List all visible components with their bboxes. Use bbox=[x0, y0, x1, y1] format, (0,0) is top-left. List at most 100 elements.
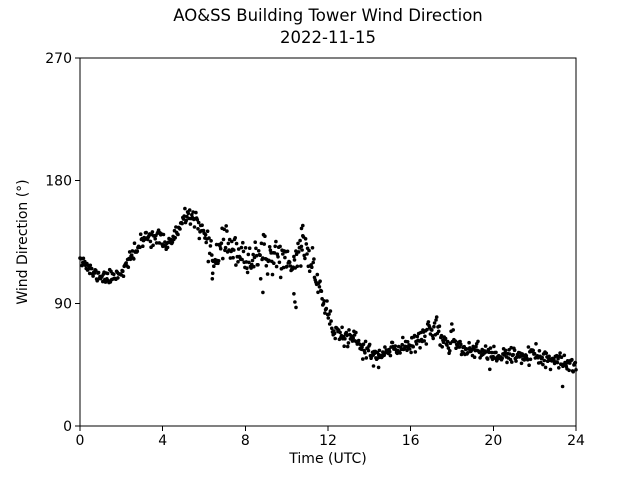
data-point bbox=[525, 358, 530, 362]
data-point bbox=[236, 247, 241, 251]
data-point bbox=[254, 253, 259, 258]
data-point bbox=[222, 227, 226, 232]
data-point bbox=[346, 341, 351, 345]
data-point bbox=[543, 365, 548, 370]
data-point bbox=[258, 253, 262, 257]
data-point bbox=[532, 351, 537, 356]
data-point bbox=[439, 333, 444, 338]
data-point bbox=[393, 344, 398, 348]
axes-layer: 0 4 8 12 16 20 24 0 90 180 270 bbox=[45, 51, 585, 449]
data-point bbox=[103, 280, 108, 284]
data-point bbox=[364, 356, 369, 360]
data-point bbox=[330, 326, 334, 331]
data-point bbox=[411, 344, 416, 349]
data-point bbox=[354, 330, 358, 335]
data-point bbox=[268, 248, 273, 252]
data-point bbox=[148, 239, 153, 244]
data-point bbox=[467, 340, 471, 345]
data-point bbox=[317, 285, 322, 289]
data-point bbox=[432, 321, 437, 325]
data-point bbox=[144, 230, 148, 235]
data-point bbox=[527, 363, 531, 368]
data-point bbox=[267, 258, 271, 263]
data-point bbox=[233, 236, 237, 240]
data-point bbox=[512, 348, 517, 353]
data-point bbox=[302, 253, 307, 258]
data-point bbox=[246, 252, 251, 257]
data-point bbox=[231, 255, 235, 260]
data-point bbox=[508, 352, 512, 356]
data-point-outlier bbox=[299, 226, 304, 231]
data-point bbox=[316, 290, 320, 295]
data-point bbox=[277, 260, 282, 265]
data-point bbox=[197, 236, 202, 241]
data-point bbox=[514, 359, 518, 363]
y-axis-label: Wind Direction (°) bbox=[15, 179, 31, 304]
data-point bbox=[377, 348, 382, 353]
scatter-points bbox=[78, 206, 578, 389]
data-point bbox=[96, 270, 101, 275]
data-point-outlier bbox=[294, 305, 298, 310]
y-tick-label: 180 bbox=[45, 174, 72, 190]
data-point bbox=[318, 279, 322, 284]
data-point bbox=[328, 309, 333, 313]
data-point bbox=[200, 223, 204, 227]
data-point bbox=[487, 350, 491, 355]
data-point bbox=[262, 242, 267, 246]
data-point bbox=[363, 351, 367, 355]
data-point bbox=[241, 240, 245, 245]
data-point bbox=[363, 339, 368, 344]
data-point bbox=[329, 319, 333, 323]
data-point bbox=[130, 249, 135, 253]
data-point bbox=[212, 264, 216, 269]
data-point bbox=[559, 355, 564, 360]
data-point bbox=[183, 206, 187, 211]
data-point bbox=[326, 316, 331, 320]
data-point bbox=[437, 324, 442, 329]
data-point bbox=[531, 348, 535, 353]
data-point bbox=[218, 246, 223, 251]
data-point bbox=[324, 306, 329, 311]
data-point bbox=[347, 328, 351, 332]
data-point bbox=[285, 264, 289, 269]
x-tick-label: 20 bbox=[484, 433, 502, 449]
data-point bbox=[270, 272, 275, 277]
data-point bbox=[251, 252, 255, 257]
data-point bbox=[388, 353, 393, 358]
data-point bbox=[272, 251, 277, 255]
data-point bbox=[112, 272, 116, 277]
data-point bbox=[273, 244, 278, 249]
data-point bbox=[494, 350, 498, 355]
data-point bbox=[243, 246, 248, 250]
data-point bbox=[224, 224, 228, 228]
data-point bbox=[141, 244, 145, 248]
data-point bbox=[88, 263, 93, 268]
data-point bbox=[288, 264, 293, 268]
data-point bbox=[91, 274, 95, 278]
data-point bbox=[458, 339, 462, 344]
data-point bbox=[128, 257, 133, 262]
data-point bbox=[254, 246, 258, 251]
data-point bbox=[267, 245, 272, 249]
data-point bbox=[367, 342, 372, 347]
y-tick-label: 90 bbox=[54, 296, 72, 312]
data-point bbox=[196, 227, 200, 231]
data-point bbox=[250, 258, 255, 263]
data-point bbox=[184, 218, 188, 223]
data-point bbox=[165, 245, 170, 250]
data-point bbox=[94, 268, 98, 273]
data-point-outlier bbox=[210, 277, 215, 281]
data-point bbox=[340, 325, 344, 330]
data-point bbox=[436, 329, 441, 334]
data-point bbox=[232, 248, 236, 252]
data-point bbox=[405, 340, 410, 344]
data-point bbox=[258, 277, 263, 281]
data-point bbox=[230, 239, 234, 244]
data-point bbox=[554, 353, 559, 358]
data-point bbox=[247, 260, 251, 265]
data-point bbox=[327, 312, 331, 316]
data-point bbox=[151, 243, 155, 248]
data-point bbox=[89, 266, 94, 271]
data-point bbox=[327, 322, 332, 326]
